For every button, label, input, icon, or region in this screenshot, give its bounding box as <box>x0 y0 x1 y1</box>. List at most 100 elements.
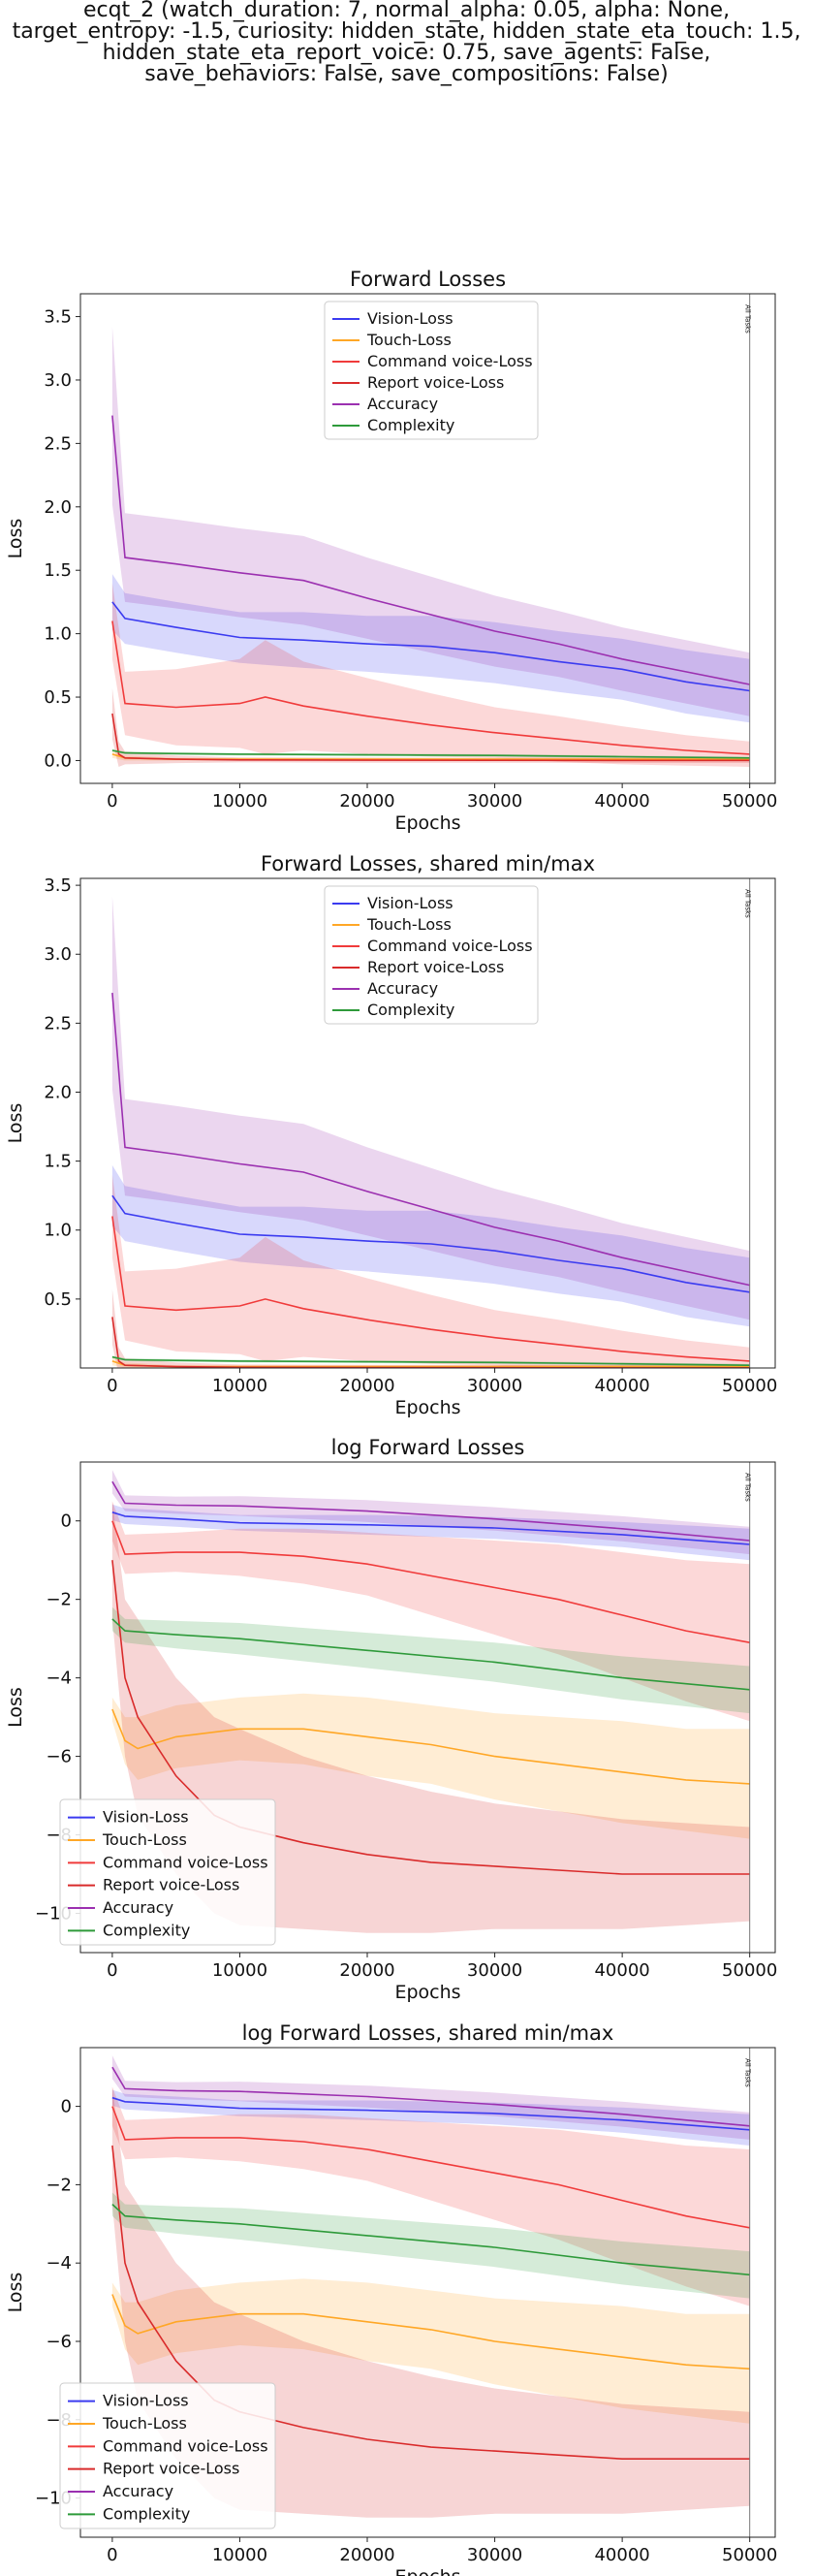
y-tick-label: 3.0 <box>44 944 72 965</box>
y-tick-label: 0.0 <box>44 750 72 771</box>
y-tick-label: 0 <box>61 2097 72 2117</box>
band-command-voice-loss <box>111 583 750 767</box>
task-vline-label: All Tasks <box>744 889 752 918</box>
y-axis-label: Loss <box>5 2273 26 2313</box>
legend-box <box>324 301 539 440</box>
line-complexity <box>111 2204 750 2276</box>
legend-label-report-voice-loss: Report voice-Loss <box>103 1876 239 1894</box>
legend-label-vision-loss: Vision-Loss <box>367 894 453 912</box>
legend-label-complexity: Complexity <box>367 416 454 434</box>
y-tick-label: 1.0 <box>44 1221 72 1241</box>
legend-label-accuracy: Accuracy <box>367 395 438 413</box>
axes-frame <box>79 293 776 784</box>
legend: Vision-Loss Touch-Loss Command voice-Loss R… <box>324 885 539 1025</box>
y-tick-label: 0.5 <box>44 1289 72 1310</box>
legend-label-complexity: Complexity <box>103 1921 190 1939</box>
x-tick-label: 40000 <box>594 791 649 811</box>
figure-title-line: save_behaviors: False, save_compositions… <box>144 62 669 86</box>
band-complexity <box>111 2192 750 2299</box>
y-tick-label: −6 <box>46 2332 72 2352</box>
band-accuracy <box>111 896 750 1320</box>
x-tick-label: 30000 <box>467 1960 522 1981</box>
legend-label-command-voice-loss: Command voice-Loss <box>367 352 533 370</box>
legend-label-accuracy: Accuracy <box>103 1898 173 1917</box>
band-command-voice-loss <box>111 1501 750 1722</box>
legend-label-accuracy: Accuracy <box>103 2482 173 2500</box>
band-touch-loss <box>111 2278 750 2424</box>
x-tick-label: 20000 <box>339 2545 394 2565</box>
x-tick-label: 30000 <box>467 2545 522 2565</box>
task-vline-label: All Tasks <box>744 2058 752 2087</box>
x-tick-label: 20000 <box>339 1376 394 1396</box>
legend-label-complexity: Complexity <box>103 2504 190 2523</box>
line-complexity <box>111 1355 750 1366</box>
legend-label-vision-loss: Vision-Loss <box>367 309 453 328</box>
band-command-voice-loss <box>111 1174 750 1368</box>
chart-panel-2: Forward Losses, shared min/max All Tasks 0… <box>5 852 777 1418</box>
legend-label-command-voice-loss: Command voice-Loss <box>367 937 533 955</box>
x-axis-label: Epochs <box>394 1982 460 2003</box>
y-tick-label: −2 <box>46 2175 72 2195</box>
legend-label-command-voice-loss: Command voice-Loss <box>103 2436 268 2455</box>
chart-title: Forward Losses, shared min/max <box>261 852 595 875</box>
y-tick-label: −4 <box>46 1669 72 1689</box>
chart-panel-1: Forward Losses All Tasks 0 10000 20000 30000 4… <box>5 268 777 834</box>
legend-label-touch-loss: Touch-Loss <box>102 2414 187 2433</box>
line-report-voice-loss <box>111 2145 750 2460</box>
band-vision-loss <box>111 1504 750 1561</box>
line-report-voice-loss <box>111 1560 750 1875</box>
task-vline-label: All Tasks <box>744 304 752 334</box>
legend-box <box>59 1798 276 1946</box>
x-tick-label: 0 <box>107 1376 117 1396</box>
x-tick-label: 50000 <box>722 1376 777 1396</box>
x-tick-label: 50000 <box>722 2545 777 2565</box>
y-tick-label: 1.5 <box>44 1152 72 1172</box>
line-complexity <box>111 749 750 759</box>
x-tick-label: 10000 <box>212 791 267 811</box>
legend-box <box>324 885 539 1025</box>
legend-label-accuracy: Accuracy <box>367 979 438 998</box>
line-report-voice-loss <box>111 713 750 762</box>
y-tick-label: 3.5 <box>44 875 72 896</box>
x-tick-label: 40000 <box>594 1960 649 1981</box>
legend: Vision-Loss Touch-Loss Command voice-Loss R… <box>59 1798 276 1946</box>
axes-frame <box>79 1461 776 1954</box>
y-tick-label: 2.5 <box>44 433 72 454</box>
figure-title-line: target_entropy: -1.5, curiosity: hidden_… <box>12 19 801 44</box>
y-axis-label: Loss <box>5 519 26 559</box>
y-tick-label: 3.5 <box>44 307 72 328</box>
line-accuracy <box>111 993 750 1287</box>
axes-frame <box>79 2047 776 2538</box>
x-tick-label: 0 <box>107 2545 117 2565</box>
x-tick-label: 40000 <box>594 1376 649 1396</box>
line-accuracy <box>111 2066 750 2127</box>
x-tick-label: 50000 <box>722 1960 777 1981</box>
y-tick-label: 1.0 <box>44 624 72 645</box>
plot-area <box>111 327 750 767</box>
x-axis-label: Epochs <box>394 2566 460 2576</box>
x-tick-label: 40000 <box>594 2545 649 2565</box>
x-axis-label: Epochs <box>394 812 460 834</box>
x-axis-label: Epochs <box>394 1397 460 1418</box>
legend-label-touch-loss: Touch-Loss <box>366 331 452 349</box>
line-accuracy <box>111 415 750 685</box>
line-vision-loss <box>111 2096 750 2131</box>
legend: Vision-Loss Touch-Loss Command voice-Loss R… <box>324 301 539 440</box>
y-axis-label: Loss <box>5 1103 26 1144</box>
legend-box <box>59 2382 276 2529</box>
y-tick-label: −2 <box>46 1590 72 1610</box>
y-tick-label: −6 <box>46 1747 72 1767</box>
x-tick-label: 10000 <box>212 1960 267 1981</box>
y-tick-label: 2.0 <box>44 1082 72 1102</box>
line-command-voice-loss <box>111 620 750 755</box>
legend-label-report-voice-loss: Report voice-Loss <box>367 958 504 976</box>
band-vision-loss <box>111 2089 750 2146</box>
x-tick-label: 10000 <box>212 2545 267 2565</box>
line-accuracy <box>111 1480 750 1542</box>
legend-label-vision-loss: Vision-Loss <box>103 1808 189 1827</box>
line-command-voice-loss <box>111 2106 750 2229</box>
line-touch-loss <box>111 1708 750 1785</box>
chart-title: Forward Losses <box>350 268 506 291</box>
figure-title-line: hidden_state_eta_report_voice: 0.75, sav… <box>102 41 711 65</box>
